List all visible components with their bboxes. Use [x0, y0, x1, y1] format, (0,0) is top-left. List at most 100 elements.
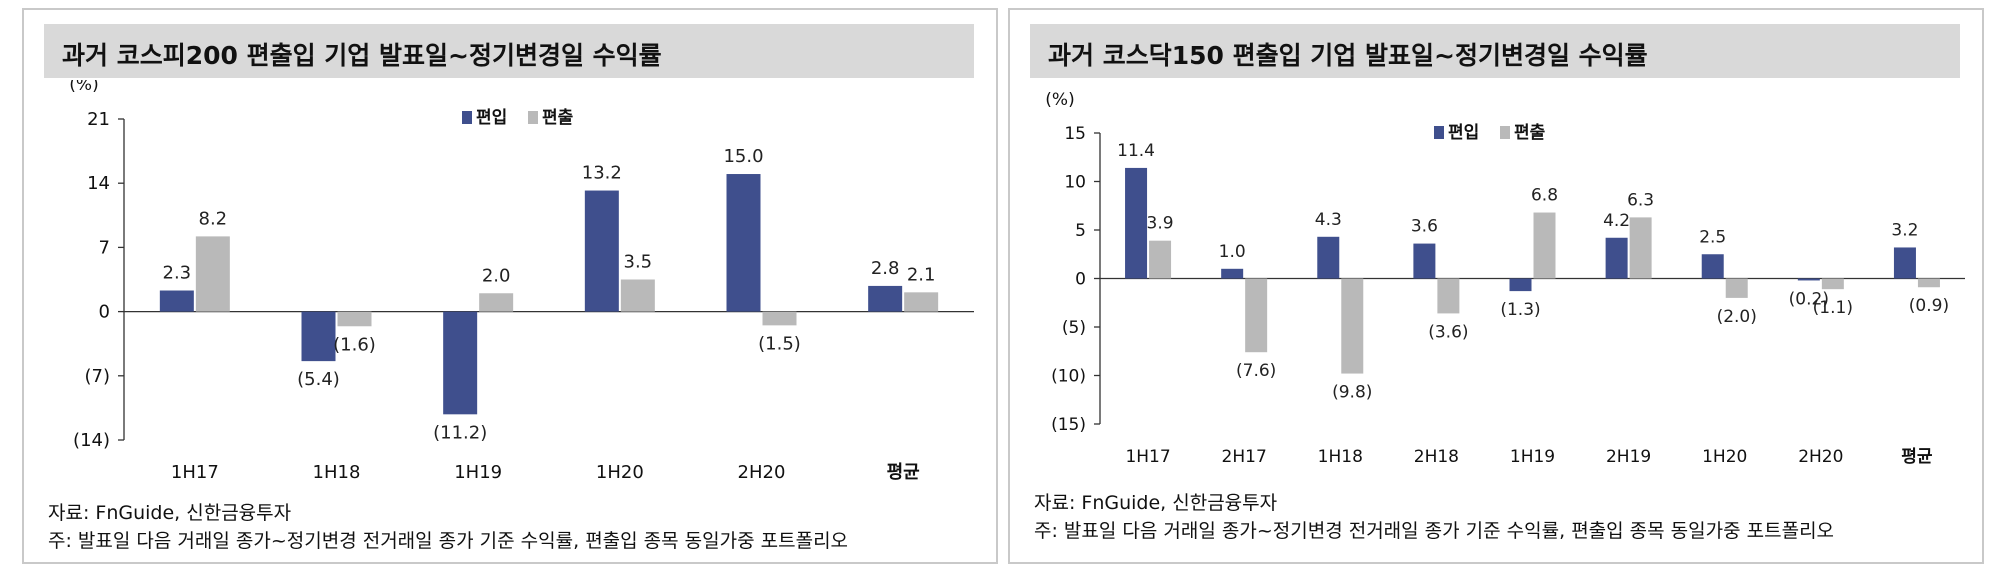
- y-tick-label: 21: [87, 109, 110, 130]
- data-label: (9.8): [1332, 383, 1372, 403]
- y-axis-unit: (%): [69, 80, 98, 95]
- data-label: 2.1: [907, 264, 936, 285]
- y-tick-label: 14: [87, 173, 110, 194]
- chart-title: 과거 코스피200 편출입 기업 발표일~정기변경일 수익률: [62, 41, 662, 70]
- x-category-label: 1H17: [1125, 447, 1170, 467]
- data-label: (7.6): [1236, 361, 1276, 381]
- bar-exclusion: [1341, 278, 1364, 374]
- x-category-label: 1H19: [454, 462, 502, 483]
- x-category-label: 2H17: [1222, 447, 1267, 467]
- bar-exclusion: [1245, 278, 1268, 353]
- data-label: 11.4: [1117, 141, 1155, 161]
- bar-inclusion: [301, 311, 336, 362]
- data-label: (0.2): [1789, 289, 1829, 309]
- bar-exclusion: [762, 311, 797, 326]
- bar-inclusion: [1893, 247, 1916, 279]
- data-label: 1.0: [1219, 242, 1246, 262]
- bar-inclusion: [159, 290, 194, 312]
- bar-inclusion: [1125, 167, 1148, 279]
- bar-inclusion: [584, 190, 619, 312]
- y-tick-label: 10: [1064, 173, 1086, 193]
- y-tick-label: (5): [1062, 318, 1086, 338]
- x-category-label: 2H20: [738, 462, 786, 483]
- data-label: 2.0: [482, 265, 511, 286]
- x-category-label: 2H18: [1414, 447, 1459, 467]
- y-tick-label: (14): [73, 430, 110, 451]
- chart-title-bar: 과거 코스닥150 편출입 기업 발표일~정기변경일 수익률: [1030, 24, 1960, 78]
- bar-exclusion: [1629, 217, 1652, 279]
- y-axis-unit: (%): [1045, 90, 1074, 110]
- data-label: (11.2): [433, 422, 487, 443]
- bar-inclusion: [726, 174, 761, 312]
- x-category-label: 2H19: [1606, 447, 1651, 467]
- data-label: 13.2: [582, 163, 622, 184]
- bar-inclusion: [1413, 243, 1436, 279]
- data-label: (2.0): [1717, 307, 1757, 327]
- legend-label: 편입: [1448, 123, 1479, 143]
- bar-exclusion: [1917, 278, 1940, 288]
- bar-inclusion: [1797, 278, 1820, 281]
- bar-inclusion: [868, 285, 903, 312]
- bar-exclusion: [904, 292, 939, 312]
- source-note: 자료: FnGuide, 신한금융투자: [1034, 492, 1278, 514]
- x-category-label: 1H19: [1510, 447, 1555, 467]
- y-tick-label: (7): [85, 366, 111, 387]
- data-label: 4.2: [1603, 211, 1630, 231]
- data-label: (1.1): [1813, 298, 1853, 318]
- bar-inclusion: [1317, 236, 1340, 279]
- y-tick-label: (15): [1051, 415, 1086, 435]
- bar-exclusion: [1821, 278, 1844, 290]
- x-category-label: 1H20: [596, 462, 644, 483]
- data-label: (1.5): [758, 333, 801, 354]
- footnote: 주: 발표일 다음 거래일 종가~정기변경 전거래일 종가 기준 수익률, 편출…: [1034, 520, 1835, 542]
- bar-inclusion: [443, 311, 478, 415]
- chart-title: 과거 코스닥150 편출입 기업 발표일~정기변경일 수익률: [1048, 41, 1648, 70]
- bar-exclusion: [1725, 278, 1748, 298]
- data-label: 8.2: [199, 208, 228, 229]
- y-tick-label: 0: [99, 302, 110, 323]
- data-label: 6.3: [1627, 190, 1654, 210]
- x-category-label: 1H20: [1702, 447, 1747, 467]
- data-label: 3.5: [624, 252, 653, 273]
- legend-swatch-exclusion: [528, 111, 538, 124]
- x-category-label: 평균: [887, 462, 920, 483]
- bar-exclusion: [1149, 240, 1172, 279]
- footnote: 주: 발표일 다음 거래일 종가~정기변경 전거래일 종가 기준 수익률, 편출…: [48, 530, 849, 552]
- legend-swatch-inclusion: [462, 111, 472, 124]
- data-label: (5.4): [297, 369, 340, 390]
- data-label: 2.8: [871, 258, 900, 279]
- x-category-label: 2H20: [1798, 447, 1843, 467]
- data-label: 4.3: [1315, 210, 1342, 230]
- bar-inclusion: [1221, 268, 1244, 279]
- bar-inclusion: [1701, 254, 1724, 279]
- y-tick-label: 7: [99, 237, 110, 258]
- legend-label: 편출: [542, 108, 574, 128]
- data-label: (1.6): [333, 334, 376, 355]
- data-label: 3.9: [1147, 214, 1174, 234]
- data-label: 2.5: [1699, 227, 1726, 247]
- y-tick-label: 5: [1075, 221, 1086, 241]
- bar-exclusion: [1533, 212, 1556, 279]
- bar-inclusion: [1605, 237, 1628, 279]
- legend-swatch-inclusion: [1434, 126, 1444, 139]
- data-label: 3.6: [1411, 217, 1438, 237]
- x-category-label: 1H18: [313, 462, 361, 483]
- data-label: 2.3: [163, 263, 192, 284]
- data-label: (3.6): [1428, 322, 1468, 342]
- x-category-label: 평균: [1901, 447, 1933, 467]
- data-label: 15.0: [723, 146, 763, 167]
- legend-swatch-exclusion: [1500, 126, 1510, 139]
- x-category-label: 1H18: [1318, 447, 1363, 467]
- data-label: 3.2: [1891, 220, 1918, 240]
- bar-inclusion: [1509, 278, 1532, 292]
- legend-label: 편입: [476, 108, 507, 128]
- data-label: 6.8: [1531, 186, 1558, 206]
- data-label: (1.3): [1500, 300, 1540, 320]
- bar-chart-kosdaq150: (%) 15 10 5 0 (5) (10) (15) 편입 편출 11.4 3.9 1H17 1.0 (7…: [1045, 90, 1965, 467]
- legend-label: 편출: [1514, 123, 1546, 143]
- chart-panel-kosdaq150: 과거 코스닥150 편출입 기업 발표일~정기변경일 수익률 (%) 15 10 5 0…: [1008, 8, 1984, 564]
- bar-chart-kospi200: (%) 21 14 7 0 (7) (14) 편입 편출 2.3 8.2 1H17 (5.4) (1.6)…: [69, 80, 974, 483]
- x-category-label: 1H17: [171, 462, 219, 483]
- bar-exclusion: [620, 279, 655, 312]
- bar-exclusion: [337, 311, 372, 327]
